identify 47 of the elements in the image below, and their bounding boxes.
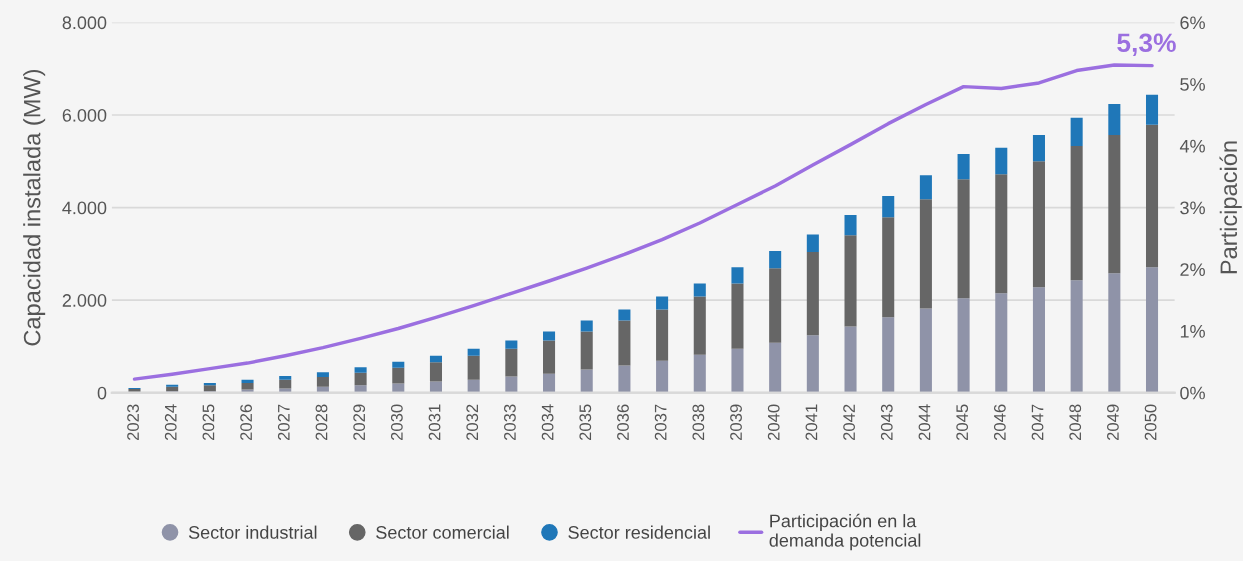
x-tick-label: 2024	[164, 404, 177, 441]
x-tick-label: 2049	[1107, 404, 1119, 441]
x-tick-label: 2047	[1031, 404, 1044, 441]
legend-label: Sector comercial	[376, 525, 509, 539]
x-tick-label: 2048	[1069, 404, 1082, 441]
y-tick-label: 8.000	[62, 16, 107, 30]
x-tick-label: 2032	[466, 404, 479, 441]
y2-tick-label: 0%	[1180, 386, 1205, 400]
x-tick-label: 2040	[767, 404, 780, 441]
x-tick-label: 2027	[277, 404, 290, 441]
x-tick-label: 2036	[617, 404, 629, 441]
x-tick-label: 2045	[956, 404, 969, 441]
x-tick-label: 2038	[692, 404, 705, 441]
y-tick-label: 4.000	[62, 201, 107, 215]
x-tick-label: 2034	[541, 404, 554, 441]
y-tick-label: 6.000	[62, 108, 107, 122]
x-tick-label: 2030	[390, 404, 403, 441]
x-tick-label: 2028	[315, 404, 328, 441]
y-axis-title: Capacidad instalada (MW)	[23, 69, 46, 346]
x-tick-label: 2050	[1144, 404, 1157, 441]
y2-tick-label: 1%	[1180, 325, 1205, 338]
y2-tick-label: 3%	[1180, 201, 1205, 215]
x-tick-label: 2046	[993, 404, 1006, 441]
x-tick-label: 2025	[202, 404, 215, 441]
x-tick-label: 2039	[730, 404, 742, 441]
y2-tick-label: 6%	[1180, 16, 1205, 30]
y2-tick-label: 5%	[1180, 78, 1205, 91]
x-tick-label: 2029	[353, 404, 366, 441]
x-tick-label: 2044	[918, 404, 931, 441]
legend-label: Participación en la demanda potencial	[769, 513, 921, 551]
legend-label: Sector industrial	[188, 525, 317, 539]
x-tick-label: 2035	[579, 404, 592, 441]
x-tick-label: 2023	[127, 404, 139, 441]
x-tick-label: 2042	[843, 404, 855, 441]
x-tick-label: 2041	[805, 404, 818, 441]
x-tick-label: 2033	[504, 404, 516, 441]
x-tick-label: 2037	[654, 404, 667, 441]
legend-label: Sector residencial	[568, 525, 710, 539]
x-tick-label: 2031	[428, 404, 441, 441]
y-tick-label: 0	[97, 386, 107, 400]
y-tick-label: 2.000	[62, 294, 107, 307]
x-tick-label: 2026	[240, 404, 253, 441]
x-tick-label: 2043	[880, 404, 893, 441]
y2-axis-title: Participación	[1219, 141, 1242, 274]
y2-tick-label: 4%	[1179, 139, 1205, 153]
y2-tick-label: 2%	[1180, 263, 1205, 276]
annotation: 5,3%	[1117, 33, 1176, 56]
